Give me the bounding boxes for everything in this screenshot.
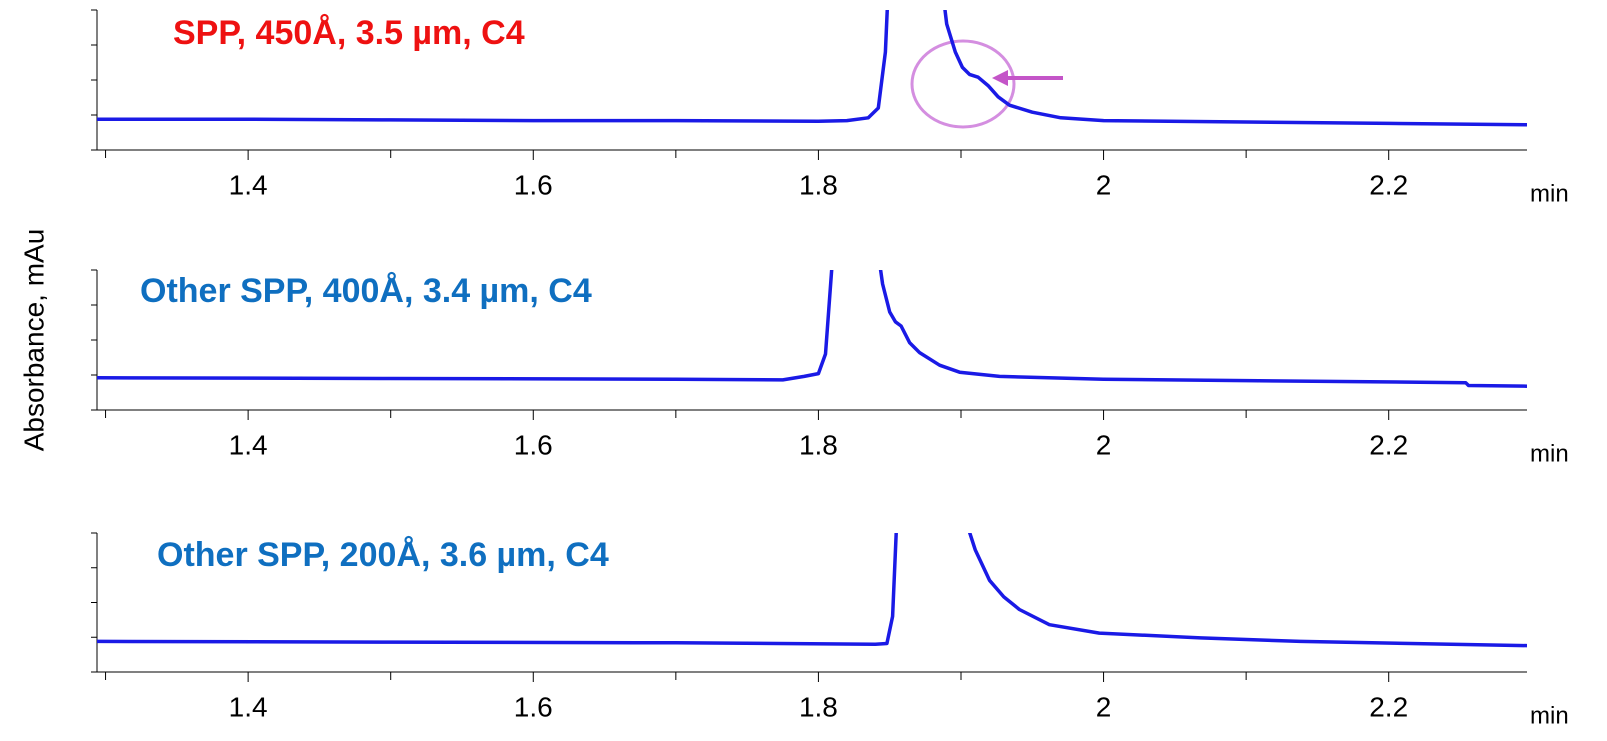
series-line: [97, 10, 1527, 127]
panel: 1.4 1.6 1.8 2 2.2 min SPP, 450Å, 3.5 µm, C4: [91, 9, 1569, 207]
x-tick-label: 2: [1096, 429, 1112, 460]
series-line: [97, 270, 1527, 388]
x-tick-label: 1.6: [514, 429, 553, 460]
panel: 1.4 1.6 1.8 2 2.2 min Other SPP, 200Å, 3.6 µm,…: [91, 532, 1569, 729]
x-axis-label: min: [1530, 702, 1569, 729]
x-tick-label: 1.4: [229, 691, 268, 722]
panel: 1.4 1.6 1.8 2 2.2 min Other SPP, 400Å, 3.4 µm,…: [91, 269, 1569, 467]
x-tick-label: 2: [1096, 169, 1112, 200]
x-tick-label: 2.2: [1369, 169, 1408, 200]
arrow-head: [992, 70, 1008, 86]
x-tick-label: 1.6: [514, 691, 553, 722]
x-tick-label: 2.2: [1369, 691, 1408, 722]
x-tick-label: 1.4: [229, 169, 268, 200]
x-tick-label: 1.4: [229, 429, 268, 460]
x-tick-label: 1.8: [799, 429, 838, 460]
x-tick-label: 1.6: [514, 169, 553, 200]
panel-title: Other SPP, 400Å, 3.4 µm, C4: [140, 272, 592, 310]
x-tick-label: 1.8: [799, 169, 838, 200]
x-axis-label: min: [1530, 440, 1569, 467]
panel-title: SPP, 450Å, 3.5 µm, C4: [173, 14, 525, 52]
y-axis-label: Absorbance, mAu: [18, 229, 49, 452]
x-axis-label: min: [1530, 180, 1569, 207]
x-tick-label: 2: [1096, 691, 1112, 722]
panel-title: Other SPP, 200Å, 3.6 µm, C4: [157, 536, 609, 574]
x-tick-label: 2.2: [1369, 429, 1408, 460]
highlight-circle: [910, 39, 1016, 129]
series-line: [97, 533, 1527, 648]
x-tick-label: 1.8: [799, 691, 838, 722]
